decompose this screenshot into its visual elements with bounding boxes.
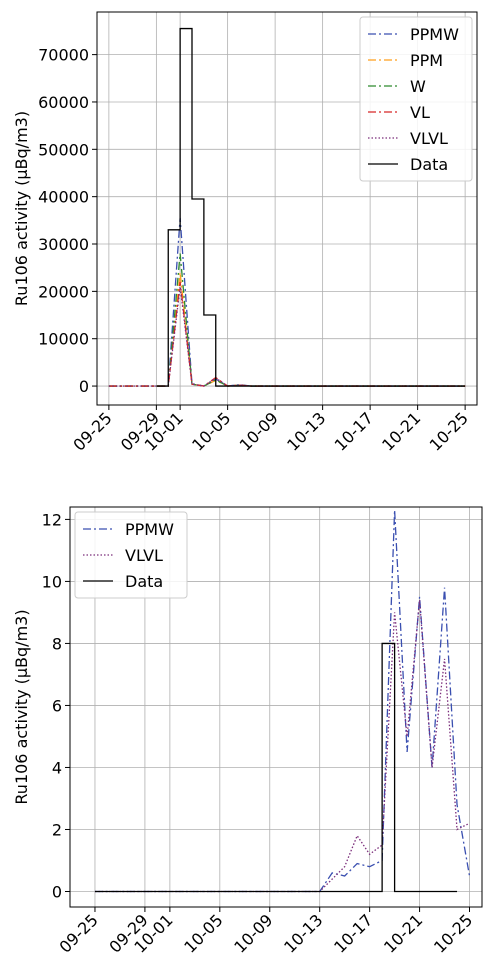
- legend-box: [74, 511, 188, 599]
- y-axis-label: Ru106 activity (μBq/m3): [12, 111, 31, 306]
- x-tick-label: 10-25: [426, 408, 472, 454]
- x-tick-label: 10-17: [330, 910, 376, 956]
- x-tick-label: 09-25: [55, 910, 101, 956]
- plot-frame: [96, 11, 478, 406]
- y-tick-label: 10000: [38, 330, 89, 349]
- legend-label: VLVL: [410, 129, 448, 148]
- legend-box: [359, 16, 473, 182]
- x-tick-label: 09-25: [69, 408, 115, 454]
- series-line: [108, 217, 466, 387]
- y-tick-label: 70000: [38, 46, 89, 65]
- y-tick-label: 2: [52, 820, 62, 839]
- y-tick-label: 30000: [38, 235, 89, 254]
- y-tick-label: 0: [52, 882, 62, 901]
- y-tick-label: 6: [52, 696, 62, 715]
- series-line: [94, 642, 458, 893]
- y-tick-label: 40000: [38, 188, 89, 207]
- x-tick-label: 10-21: [378, 408, 424, 454]
- x-tick-label: 10-13: [283, 408, 329, 454]
- y-axis-label: Ru106 activity (μBq/m3): [12, 609, 31, 804]
- series-line: [156, 27, 466, 387]
- y-tick-label: 8: [52, 634, 62, 653]
- legend-label: W: [410, 77, 426, 96]
- legend-label: VL: [410, 103, 430, 122]
- series-line: [108, 281, 466, 387]
- y-tick-label: 50000: [38, 140, 89, 159]
- legend-label: VLVL: [125, 546, 163, 565]
- y-tick-label: 4: [52, 758, 62, 777]
- series-line: [108, 253, 466, 387]
- legend-label: Data: [410, 155, 448, 174]
- x-tick-label: 10-21: [380, 910, 426, 956]
- legend-label: PPMW: [410, 25, 459, 44]
- y-tick-label: 0: [79, 377, 89, 396]
- x-tick-label: 10-09: [230, 910, 276, 956]
- x-tick-label: 10-25: [430, 910, 476, 956]
- y-tick-label: 60000: [38, 93, 89, 112]
- x-tick-label: 10-09: [236, 408, 282, 454]
- legend-label: PPM: [410, 51, 443, 70]
- y-tick-label: 10: [42, 572, 62, 591]
- x-tick-label: 10-17: [331, 408, 377, 454]
- x-tick-label: 10-05: [180, 910, 226, 956]
- series-line: [108, 286, 466, 387]
- x-tick-label: 10-05: [188, 408, 234, 454]
- y-tick-label: 12: [42, 510, 62, 529]
- x-tick-label: 10-13: [280, 910, 326, 956]
- legend-label: Data: [125, 572, 163, 591]
- y-tick-label: 20000: [38, 282, 89, 301]
- series-line: [108, 272, 466, 387]
- plot-frame: [69, 506, 483, 908]
- legend-label: PPMW: [125, 520, 174, 539]
